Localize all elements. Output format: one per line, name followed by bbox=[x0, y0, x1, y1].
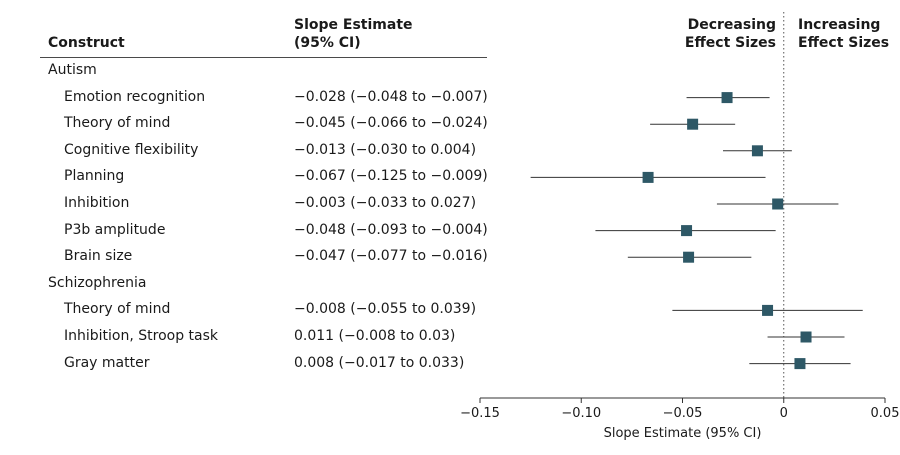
estimate-marker bbox=[751, 145, 763, 157]
decreasing-label-line2: Effect Sizes bbox=[684, 35, 776, 51]
estimate-marker bbox=[687, 118, 699, 130]
construct-label: Inhibition bbox=[64, 195, 130, 211]
ci-header: (95% CI) bbox=[294, 35, 361, 51]
ci-value: −0.003 (−0.033 to 0.027) bbox=[294, 195, 477, 211]
construct-label: Cognitive flexibility bbox=[64, 141, 199, 158]
estimate-marker bbox=[794, 358, 806, 370]
ci-value: 0.011 (−0.008 to 0.03) bbox=[294, 328, 456, 344]
ci-value: −0.028 (−0.048 to −0.007) bbox=[294, 88, 488, 105]
construct-label: Theory of mind bbox=[64, 115, 171, 132]
group-label: Autism bbox=[48, 62, 97, 78]
decreasing-label-line1: Decreasing bbox=[687, 17, 776, 33]
group-label: Schizophrenia bbox=[48, 274, 147, 291]
estimate-marker bbox=[683, 251, 695, 263]
construct-label: Theory of mind bbox=[64, 301, 171, 318]
construct-label: Brain size bbox=[64, 248, 133, 265]
estimate-marker bbox=[681, 225, 693, 237]
estimate-marker bbox=[762, 304, 774, 316]
increasing-label-line2: Effect Sizes bbox=[798, 35, 890, 51]
construct-header: Construct bbox=[48, 35, 125, 51]
x-tick-label: 0.05 bbox=[871, 406, 900, 421]
header-divider bbox=[40, 57, 487, 58]
ci-value: 0.008 (−0.017 to 0.033) bbox=[294, 354, 465, 371]
x-tick-label: 0 bbox=[780, 406, 788, 421]
ci-value: −0.045 (−0.066 to −0.024) bbox=[294, 115, 488, 132]
construct-label: P3b amplitude bbox=[64, 221, 166, 238]
x-axis-title: Slope Estimate (95% CI) bbox=[604, 426, 762, 441]
estimate-marker bbox=[772, 198, 784, 210]
x-tick-label: −0.10 bbox=[561, 406, 601, 421]
ci-value: −0.013 (−0.030 to 0.004) bbox=[294, 141, 477, 158]
construct-label: Emotion recognition bbox=[64, 88, 206, 105]
ci-value: −0.047 (−0.077 to −0.016) bbox=[294, 248, 488, 265]
estimate-marker bbox=[721, 92, 733, 104]
increasing-label-line1: Increasing bbox=[798, 17, 881, 33]
construct-label: Inhibition, Stroop task bbox=[64, 328, 219, 344]
estimate-marker bbox=[642, 171, 654, 183]
ci-value: −0.048 (−0.093 to −0.004) bbox=[294, 221, 488, 238]
construct-label: Planning bbox=[64, 168, 125, 185]
ci-value: −0.067 (−0.125 to −0.009) bbox=[294, 168, 488, 185]
x-tick-label: −0.05 bbox=[663, 406, 703, 421]
slope-estimate-header: Slope Estimate bbox=[294, 17, 413, 33]
estimate-marker bbox=[800, 331, 812, 343]
ci-value: −0.008 (−0.055 to 0.039) bbox=[294, 301, 477, 318]
construct-label: Gray matter bbox=[64, 354, 150, 371]
x-tick-label: −0.15 bbox=[460, 406, 500, 421]
